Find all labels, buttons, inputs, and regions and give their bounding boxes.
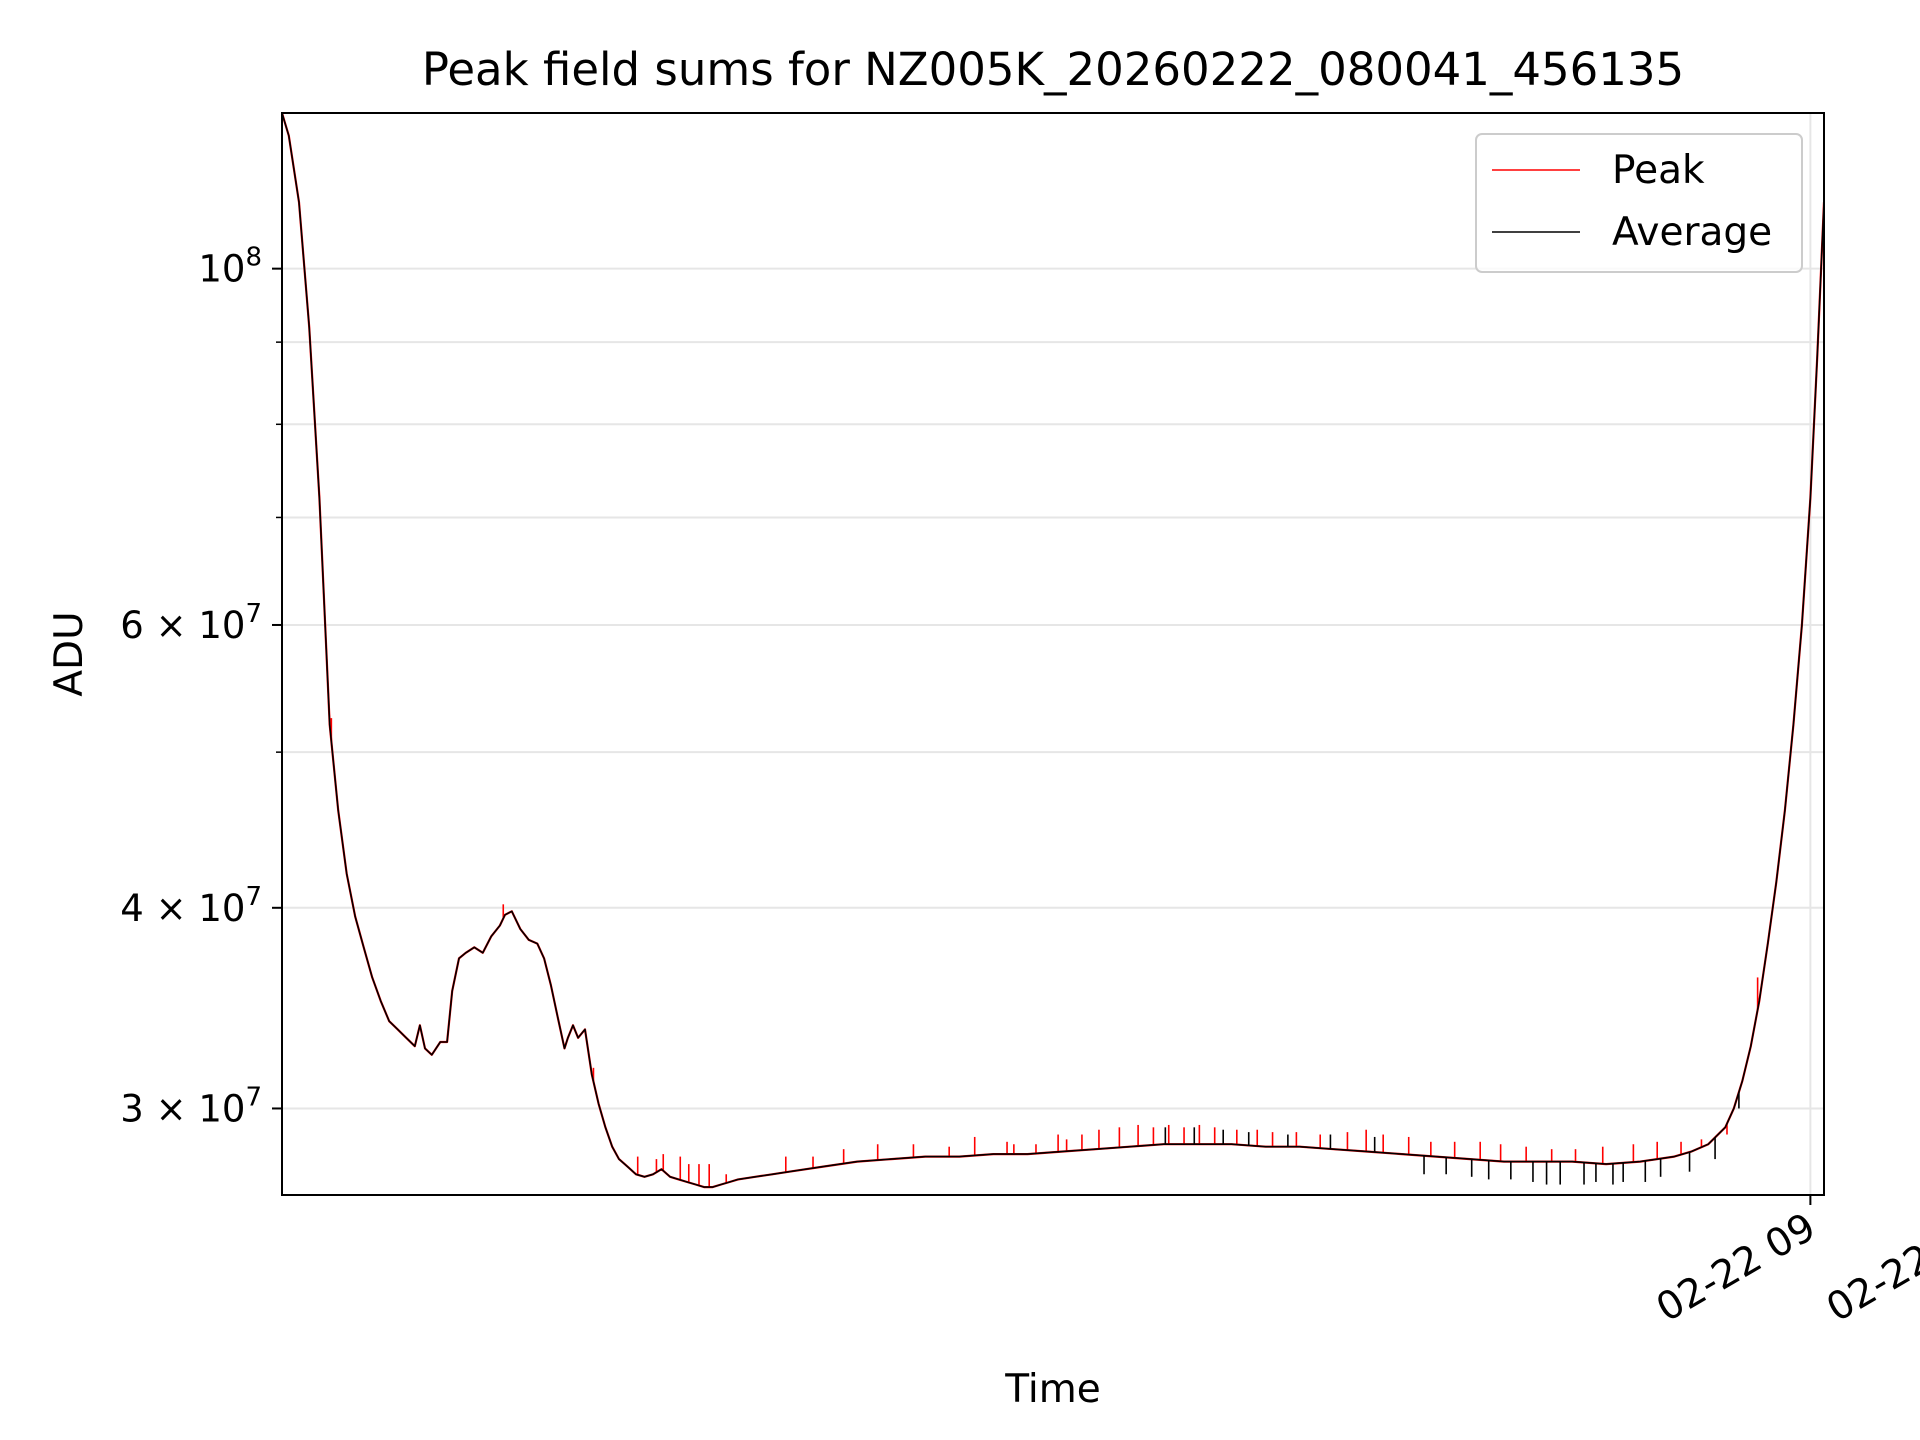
y-tick-label: 6 × 107	[120, 599, 262, 647]
y-tick-exponent: 7	[245, 882, 262, 912]
y-tick-label: 108	[198, 243, 262, 291]
legend-average-label: Average	[1612, 210, 1772, 255]
y-tick-exponent: 7	[245, 599, 262, 629]
y-axis-label: ADU	[47, 611, 92, 696]
legend-frame	[1475, 133, 1803, 273]
y-tick-mantissa: 6	[120, 604, 155, 647]
y-tick-exponent: 8	[245, 243, 262, 273]
chart-title: Peak field sums for NZ005K_20260222_0800…	[422, 43, 1684, 96]
y-tick-label: 4 × 107	[120, 882, 262, 930]
y-tick-base: 10	[198, 887, 245, 930]
legend-peak-label: Peak	[1612, 148, 1705, 193]
y-tick-times: ×	[156, 604, 199, 647]
y-tick-base: 10	[198, 248, 245, 291]
legend: Peak Average	[1475, 133, 1803, 273]
y-tick-mantissa: 3	[120, 1087, 155, 1130]
plot-area	[282, 113, 1824, 1189]
y-tick-label: 3 × 107	[120, 1082, 262, 1130]
y-tick-exponent: 7	[245, 1082, 262, 1112]
series-group	[282, 113, 1824, 1189]
grid	[282, 113, 1824, 1195]
average-line	[282, 113, 1824, 1188]
plot-frame	[281, 112, 1825, 1196]
y-tick-base: 10	[198, 1087, 245, 1130]
y-tick-base: 10	[198, 604, 245, 647]
y-tick-mantissa: 4	[120, 887, 155, 930]
y-tick-times: ×	[156, 887, 199, 930]
y-tick-times: ×	[156, 1087, 199, 1130]
x-axis-label: Time	[1004, 1367, 1100, 1412]
